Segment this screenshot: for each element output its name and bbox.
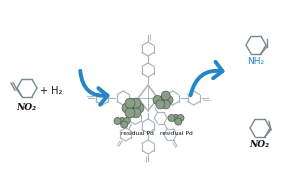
Circle shape [114, 118, 121, 125]
Circle shape [131, 108, 141, 118]
Circle shape [123, 118, 130, 125]
Circle shape [153, 95, 162, 105]
Text: NO₂: NO₂ [16, 103, 36, 112]
Circle shape [156, 100, 165, 109]
Circle shape [175, 118, 182, 125]
Circle shape [122, 103, 132, 113]
Circle shape [177, 115, 184, 122]
Text: residual Pd: residual Pd [121, 131, 154, 136]
Circle shape [164, 95, 173, 105]
Circle shape [125, 108, 135, 118]
Text: NH₂: NH₂ [247, 57, 265, 66]
Circle shape [134, 103, 144, 113]
FancyArrowPatch shape [80, 71, 107, 105]
Circle shape [125, 98, 135, 108]
Text: residual Pd: residual Pd [160, 131, 192, 136]
Circle shape [161, 91, 170, 100]
Circle shape [131, 98, 141, 108]
Circle shape [158, 95, 168, 105]
Text: + H₂: + H₂ [40, 86, 62, 96]
Circle shape [161, 100, 170, 109]
Text: NO₂: NO₂ [249, 140, 269, 149]
Circle shape [173, 115, 179, 122]
Circle shape [118, 118, 126, 125]
FancyArrowPatch shape [191, 62, 223, 95]
Circle shape [168, 115, 175, 122]
Circle shape [128, 103, 138, 113]
Circle shape [121, 121, 128, 128]
